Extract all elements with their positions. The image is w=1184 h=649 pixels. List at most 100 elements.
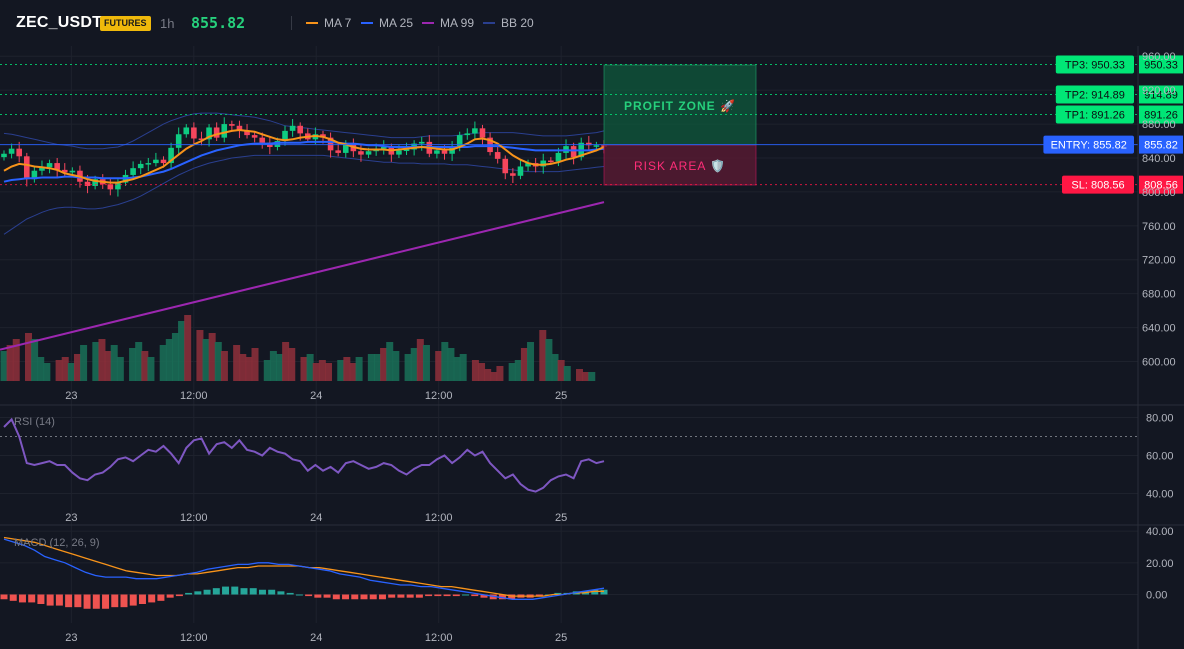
price-axis-label: 720.00 — [1142, 255, 1176, 267]
volume-bar — [582, 372, 590, 381]
volume-bar — [202, 339, 210, 381]
volume-bar — [490, 372, 498, 381]
macd-histogram-bar — [18, 594, 26, 603]
macd-histogram-bar — [286, 592, 294, 595]
volume-bar — [31, 339, 39, 381]
volume-bar — [98, 339, 106, 381]
macd-histogram-bar — [591, 589, 599, 595]
volume-bar — [367, 354, 375, 381]
volume-bar — [43, 363, 51, 381]
macd-histogram-bar — [249, 588, 257, 595]
candle-body — [160, 159, 167, 164]
macd-histogram-bar — [258, 589, 266, 595]
macd-histogram-bar — [65, 594, 73, 608]
macd-histogram-bar — [305, 594, 313, 597]
panel-titles: RSI (14) MACD (12, 26, 9) — [14, 416, 100, 549]
time-label: 12:00 — [180, 512, 208, 524]
volume-bar — [276, 354, 284, 381]
candle-body — [137, 163, 144, 169]
volume-bar — [184, 315, 192, 381]
candle-body — [107, 184, 114, 190]
volume-bar — [37, 357, 45, 381]
level-price-box-tp — [1139, 105, 1183, 124]
price-axis-label: 960.00 — [1142, 51, 1176, 63]
volume-bar — [563, 366, 571, 381]
legend-label-bb20: BB 20 — [501, 16, 534, 30]
symbol-title[interactable]: ZEC_USDT — [16, 14, 103, 31]
level-label-entry: ENTRY: 855.82 — [1051, 140, 1127, 152]
legend-ma25[interactable]: MA 25 — [361, 16, 413, 30]
legend-bb20[interactable]: BB 20 — [483, 16, 534, 30]
macd-histogram-bar — [194, 591, 202, 595]
candle-body — [274, 141, 281, 147]
candle-body — [418, 141, 425, 144]
rsi-title: RSI (14) — [14, 416, 55, 428]
volume-bar — [306, 354, 314, 381]
macd-plot[interactable] — [0, 536, 608, 609]
candle-body — [206, 127, 212, 140]
legend-ma7[interactable]: MA 7 — [306, 16, 351, 30]
candle-body — [175, 134, 182, 148]
candle-body — [69, 170, 76, 173]
level-label-tp: TP3: 950.33 — [1065, 59, 1125, 71]
macd-histogram-bar — [471, 594, 479, 597]
legend-label-ma7: MA 7 — [324, 16, 352, 30]
macd-histogram-bar — [443, 594, 451, 597]
volume-bar — [300, 357, 308, 381]
macd-histogram-bar — [111, 594, 119, 608]
volume-bar — [349, 363, 357, 381]
volume-bar — [545, 339, 553, 381]
price-plot[interactable] — [0, 112, 607, 381]
macd-histogram-bar — [332, 594, 340, 600]
candle-body — [464, 133, 471, 136]
candle-body — [289, 125, 296, 131]
volume-bar — [441, 342, 449, 381]
axes: 23 23 23 12:00 12:00 12:00 24 24 24 12:00 12:00 12:… — [0, 46, 1184, 649]
volume-bar — [73, 354, 81, 381]
level-label-tp: TP2: 914.89 — [1065, 89, 1125, 101]
macd-histogram-bar — [231, 586, 239, 595]
level-price-box-sl — [1139, 175, 1183, 194]
macd-histogram-bar — [369, 594, 377, 600]
level-label-box-sl — [1062, 175, 1134, 194]
candle-body — [494, 152, 501, 159]
volume-bar — [80, 345, 88, 381]
bb-lower-line — [3, 154, 605, 235]
chart-header: ZEC_USDT FUTURES 1h 855.82 MA 7 MA 25 MA… — [0, 0, 1184, 46]
time-label: 12:00 — [180, 390, 208, 402]
macd-histogram-bar — [0, 594, 8, 600]
volume-bar — [104, 351, 112, 381]
macd-histogram-bar — [314, 594, 322, 598]
volume-bar — [239, 354, 247, 381]
volume-bar — [422, 345, 430, 381]
candle-body — [54, 163, 60, 170]
candle-body — [259, 137, 266, 143]
candle-body — [145, 163, 152, 165]
legend-swatch-bb20 — [483, 22, 495, 24]
volume-bar — [588, 372, 596, 381]
rsi-plot[interactable] — [0, 417, 1138, 493]
volume-bar — [520, 348, 528, 381]
candle-body — [342, 143, 349, 153]
time-label: 12:00 — [425, 512, 453, 524]
candle-body — [570, 146, 577, 158]
legend-ma99[interactable]: MA 99 — [422, 16, 474, 30]
macd-histogram-bar — [351, 594, 359, 600]
volume-bar — [527, 342, 535, 381]
volume-bar — [159, 345, 167, 381]
volume-bar — [373, 354, 381, 381]
candle-body — [327, 137, 334, 151]
candle-body — [153, 159, 159, 164]
futures-badge: FUTURES — [100, 16, 151, 31]
candle-body — [517, 166, 524, 176]
trade-levels: TP3: 950.33 950.33 TP2: 914.89 914.89 TP1: 8… — [0, 55, 1183, 194]
volume-bar — [508, 363, 516, 381]
ma7-line — [3, 128, 605, 184]
candle-body — [365, 151, 372, 155]
level-price-entry: 855.82 — [1144, 140, 1178, 152]
volume-bar — [337, 360, 345, 381]
rsi-axis-label: 80.00 — [1146, 413, 1174, 425]
timeframe-label[interactable]: 1h — [160, 16, 175, 31]
profit-zone-label: PROFIT ZONE 🚀 — [624, 99, 736, 113]
